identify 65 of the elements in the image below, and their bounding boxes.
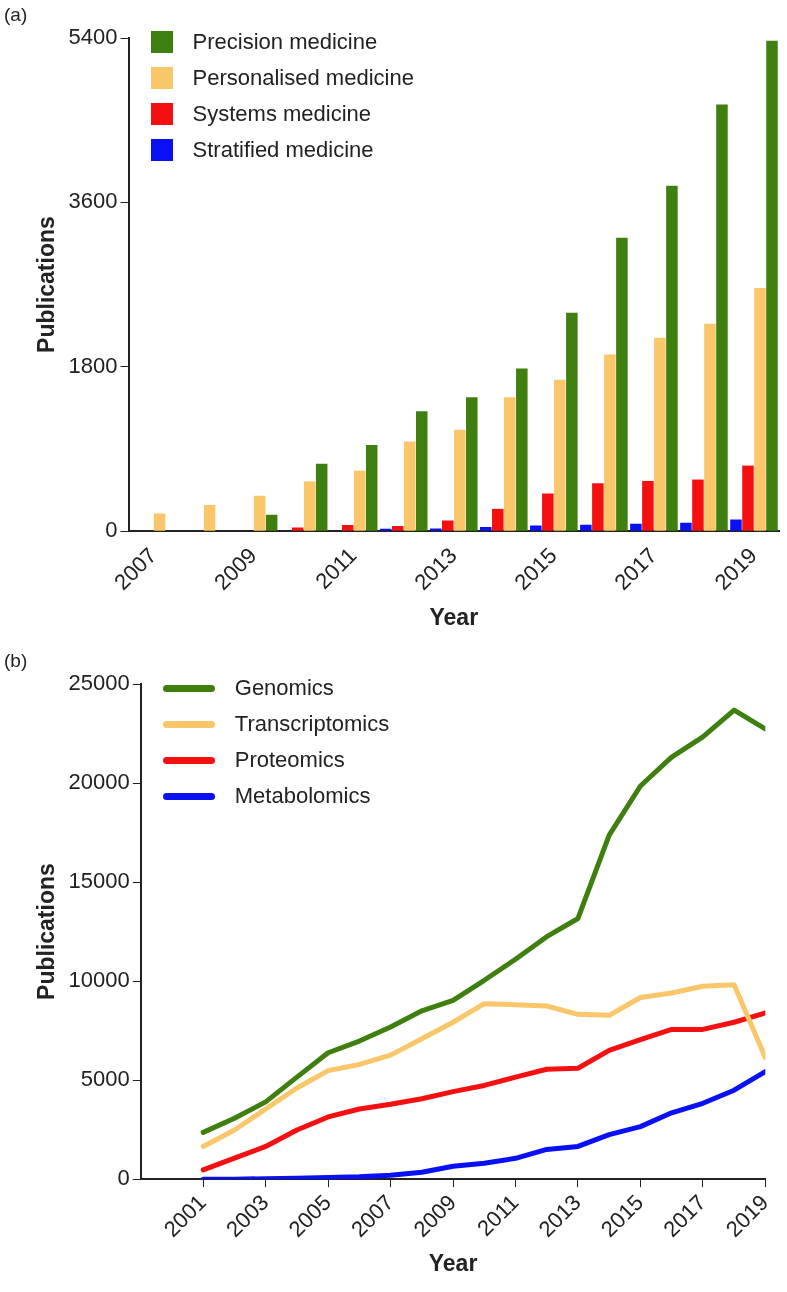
bar <box>203 505 216 531</box>
bar <box>391 526 404 531</box>
text: (a) <box>4 4 28 26</box>
bar <box>566 312 578 531</box>
bar <box>429 528 442 531</box>
bar <box>480 526 492 531</box>
x-axis-title: Year <box>428 1249 478 1276</box>
bar <box>542 493 554 531</box>
legend-label: Systems medicine <box>192 101 372 126</box>
bar <box>630 523 642 531</box>
legend-label: Metabolomics <box>234 783 371 808</box>
y-tick-label: 1800 <box>68 352 118 378</box>
bar <box>303 481 316 531</box>
bar <box>415 411 428 531</box>
bar <box>604 354 616 531</box>
bar <box>554 379 566 531</box>
bar <box>504 397 516 531</box>
y-tick-label: 0 <box>105 517 118 543</box>
legend-label: Personalised medicine <box>192 65 414 90</box>
bar <box>716 104 728 531</box>
legend-label: Precision medicine <box>192 29 378 54</box>
legend-label: Genomics <box>234 675 334 700</box>
bar <box>530 525 542 531</box>
legend-label: Stratified medicine <box>192 137 374 162</box>
bar <box>492 508 504 531</box>
text: (b) <box>4 650 28 672</box>
bar <box>704 323 716 531</box>
bar <box>454 429 466 531</box>
bar <box>680 522 692 531</box>
bar <box>516 368 528 531</box>
bar <box>315 463 328 531</box>
bar <box>353 470 366 531</box>
y-tick-label: 3600 <box>68 188 118 214</box>
bar <box>580 524 592 531</box>
y-tick-label: 10000 <box>68 967 130 993</box>
bar <box>365 445 378 531</box>
bar <box>403 441 416 531</box>
legend-label: Proteomics <box>234 747 345 772</box>
bar <box>754 288 766 531</box>
bar <box>592 483 604 531</box>
bar <box>341 525 354 531</box>
bar <box>692 479 704 531</box>
bar <box>253 495 266 531</box>
y-tick-label: 5000 <box>80 1066 130 1092</box>
bar <box>730 519 742 531</box>
bar <box>616 237 628 531</box>
bar <box>666 185 678 531</box>
y-tick-label: 25000 <box>68 670 130 696</box>
bar <box>766 40 778 531</box>
bar <box>742 465 754 531</box>
bar <box>466 397 478 531</box>
bar <box>642 480 654 531</box>
bar <box>654 337 666 531</box>
bar <box>265 514 278 531</box>
bar <box>291 527 304 531</box>
x-axis-title: Year <box>429 603 479 630</box>
y-tick-label: 5400 <box>68 24 118 50</box>
y-tick-label: 0 <box>117 1165 130 1191</box>
y-axis-title: Publications <box>33 216 60 353</box>
y-tick-label: 15000 <box>68 868 130 894</box>
bar <box>153 513 166 531</box>
legend-label: Transcriptomics <box>234 711 390 736</box>
bar <box>442 520 454 531</box>
y-axis-title: Publications <box>33 863 60 1000</box>
y-tick-label: 20000 <box>68 769 130 795</box>
